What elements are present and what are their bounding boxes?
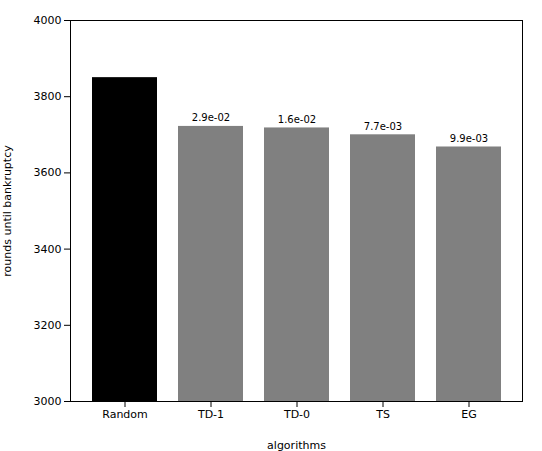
svg-text:9.9e-03: 9.9e-03 bbox=[450, 133, 488, 144]
svg-text:4000: 4000 bbox=[34, 14, 62, 27]
svg-text:3600: 3600 bbox=[34, 166, 62, 179]
svg-text:rounds until bankruptcy: rounds until bankruptcy bbox=[1, 145, 14, 277]
svg-text:TD-0: TD-0 bbox=[283, 408, 310, 421]
svg-text:3800: 3800 bbox=[34, 90, 62, 103]
svg-text:2.9e-02: 2.9e-02 bbox=[192, 112, 230, 123]
svg-text:3400: 3400 bbox=[34, 243, 62, 256]
svg-text:Random: Random bbox=[102, 408, 148, 421]
svg-text:7.7e-03: 7.7e-03 bbox=[364, 121, 402, 132]
svg-text:EG: EG bbox=[461, 408, 476, 421]
svg-text:TD-1: TD-1 bbox=[197, 408, 224, 421]
svg-text:TS: TS bbox=[375, 408, 390, 421]
svg-text:algorithms: algorithms bbox=[267, 439, 326, 451]
svg-text:1.6e-02: 1.6e-02 bbox=[278, 114, 316, 125]
svg-text:3000: 3000 bbox=[34, 395, 62, 408]
svg-text:3200: 3200 bbox=[34, 319, 62, 332]
